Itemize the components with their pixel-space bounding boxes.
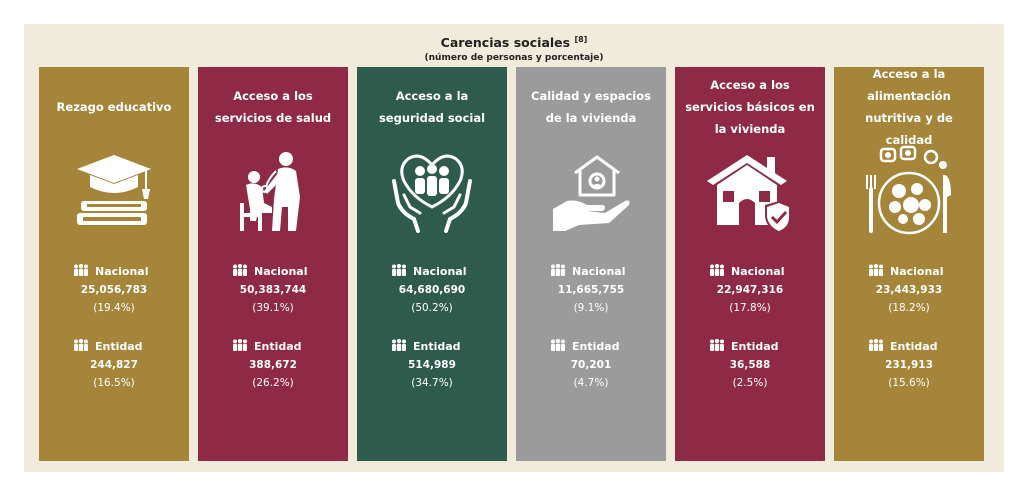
entidad-percent: (2.5%): [732, 377, 768, 389]
card-title: Acceso a la seguridad social: [378, 89, 486, 125]
card-calidad-vivienda: Calidad y espacios de la vivienda Nacion…: [516, 67, 666, 461]
entidad-label: Entidad: [890, 340, 938, 353]
infographic-frame: Carencias sociales [8] (número de person…: [24, 24, 1004, 472]
people-icon: [868, 263, 884, 279]
nacional-percent: (18.2%): [888, 302, 930, 314]
people-icon: [73, 263, 89, 279]
nacional-percent: (50.2%): [411, 302, 453, 314]
card-servicios-basicos: Acceso a los servicios básicos en la viv…: [675, 67, 825, 461]
entidad-percent: (4.7%): [573, 377, 609, 389]
doctor-patient-icon: [198, 151, 348, 241]
entidad-value: 70,201: [570, 359, 612, 371]
nacional-label: Nacional: [254, 265, 308, 278]
hands-family-heart-icon: [357, 151, 507, 241]
entidad-value: 388,672: [249, 359, 297, 371]
people-icon: [73, 338, 89, 354]
people-icon: [550, 263, 566, 279]
nacional-percent: (19.4%): [93, 302, 135, 314]
nacional-label: Nacional: [413, 265, 467, 278]
entidad-label: Entidad: [413, 340, 461, 353]
card-title: Rezago educativo: [56, 100, 172, 114]
card-title: Acceso a la alimentación nutritiva y de …: [865, 67, 953, 147]
people-icon: [391, 338, 407, 354]
title-reference: [8]: [574, 35, 588, 44]
people-icon: [232, 263, 248, 279]
people-icon: [709, 338, 725, 354]
nacional-percent: (17.8%): [729, 302, 771, 314]
nacional-percent: (9.1%): [573, 302, 609, 314]
house-shield-icon: [675, 151, 825, 241]
nacional-value: 64,680,690: [398, 284, 466, 296]
people-icon: [232, 338, 248, 354]
card-alimentacion: Acceso a la alimentación nutritiva y de …: [834, 67, 984, 461]
card-servicios-salud: Acceso a los servicios de salud Nacional: [198, 67, 348, 461]
people-icon: [709, 263, 725, 279]
nacional-label: Nacional: [572, 265, 626, 278]
chart-title: Carencias sociales [8]: [24, 32, 1004, 51]
entidad-label: Entidad: [572, 340, 620, 353]
card-seguridad-social: Acceso a la seguridad social Nacional 64…: [357, 67, 507, 461]
nacional-label: Nacional: [731, 265, 785, 278]
people-icon: [550, 338, 566, 354]
header: Carencias sociales [8] (número de person…: [24, 32, 1004, 65]
entidad-percent: (34.7%): [411, 377, 453, 389]
nacional-value: 23,443,933: [875, 284, 943, 296]
people-icon: [868, 338, 884, 354]
hand-house-icon: [516, 151, 666, 241]
nacional-value: 22,947,316: [716, 284, 784, 296]
entidad-value: 244,827: [90, 359, 138, 371]
card-title: Acceso a los servicios básicos en la viv…: [685, 78, 815, 136]
entidad-percent: (15.6%): [888, 377, 930, 389]
entidad-label: Entidad: [254, 340, 302, 353]
card-rezago-educativo: Rezago educativo Nacional 25,056,78: [39, 67, 189, 461]
entidad-value: 36,588: [729, 359, 771, 371]
card-title: Acceso a los servicios de salud: [214, 89, 332, 125]
nacional-value: 25,056,783: [80, 284, 148, 296]
entidad-label: Entidad: [731, 340, 779, 353]
people-icon: [391, 263, 407, 279]
entidad-value: 514,989: [408, 359, 456, 371]
title-text: Carencias sociales: [440, 35, 571, 51]
nacional-percent: (39.1%): [252, 302, 294, 314]
nacional-label: Nacional: [95, 265, 149, 278]
nacional-value: 50,383,744: [239, 284, 307, 296]
entidad-percent: (16.5%): [93, 377, 135, 389]
entidad-value: 231,913: [885, 359, 933, 371]
nacional-label: Nacional: [890, 265, 944, 278]
plate-food-icon: [834, 145, 984, 235]
chart-subtitle: (número de personas y porcentaje): [424, 53, 604, 64]
card-title: Calidad y espacios de la vivienda: [531, 89, 651, 125]
entidad-percent: (26.2%): [252, 377, 294, 389]
entidad-label: Entidad: [95, 340, 143, 353]
nacional-value: 11,665,755: [557, 284, 625, 296]
graduation-books-icon: [39, 151, 189, 241]
